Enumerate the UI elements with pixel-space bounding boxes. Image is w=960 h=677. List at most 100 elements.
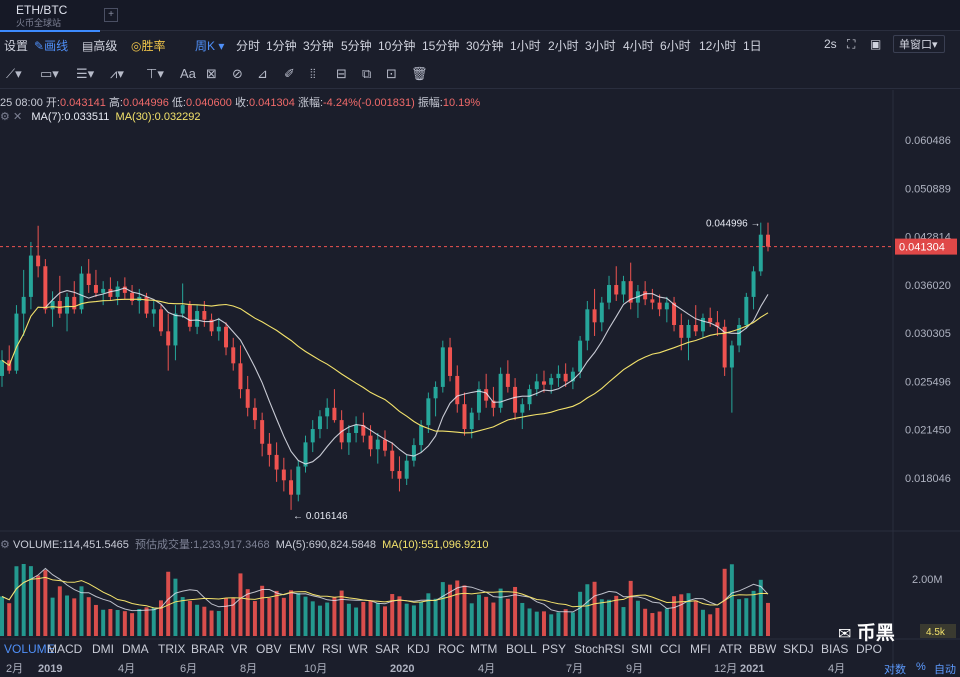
- indicator-emv[interactable]: EMV: [289, 642, 316, 656]
- close-icon[interactable]: ✕: [12, 111, 23, 123]
- indicator-skdj[interactable]: SKDJ: [783, 642, 814, 656]
- period-select[interactable]: 周K ▾: [195, 37, 224, 54]
- candle-body: [744, 296, 749, 325]
- indicator-rsi[interactable]: RSI: [322, 642, 343, 656]
- indicator-trix[interactable]: TRIX: [158, 642, 186, 656]
- volume-bar: [361, 601, 366, 636]
- settings-icon[interactable]: ⚙: [0, 539, 10, 551]
- candle-body: [86, 273, 91, 286]
- volume-bar: [72, 598, 77, 636]
- magnet-icon[interactable]: ⊘: [232, 66, 243, 81]
- ruler-icon[interactable]: ⊿: [257, 66, 268, 81]
- brush-icon[interactable]: ✐: [284, 66, 295, 81]
- indicator-mfi[interactable]: MFI: [690, 642, 711, 656]
- screenshot-icon[interactable]: ▣: [870, 37, 882, 51]
- auto-scale-button[interactable]: 自动: [934, 664, 956, 676]
- indicator-kdj[interactable]: KDJ: [407, 642, 430, 656]
- hline-icon[interactable]: ☰▾: [76, 66, 95, 81]
- indicator-obv[interactable]: OBV: [256, 642, 282, 656]
- lock-icon[interactable]: ⊟: [336, 66, 347, 81]
- interval-13[interactable]: 1日: [743, 39, 762, 53]
- indicator-dpo[interactable]: DPO: [856, 642, 883, 656]
- indicator-brar[interactable]: BRAR: [191, 642, 225, 656]
- candle-body: [621, 281, 626, 295]
- interval-0[interactable]: 分时: [236, 39, 261, 53]
- rect-icon[interactable]: ▭▾: [40, 66, 59, 81]
- candle-body: [231, 347, 236, 364]
- fib-icon[interactable]: ⊠: [206, 66, 217, 81]
- interval-2[interactable]: 3分钟: [303, 39, 334, 53]
- indicator-bias[interactable]: BIAS: [821, 642, 849, 656]
- indicator-stochrsi[interactable]: StochRSI: [574, 642, 625, 656]
- text-icon[interactable]: Aa: [180, 66, 196, 81]
- volume-bar: [766, 602, 770, 636]
- interval-10[interactable]: 4小时: [623, 39, 654, 53]
- trash-icon[interactable]: 🗑: [411, 66, 428, 81]
- refresh-rate[interactable]: 2s: [824, 37, 837, 51]
- template-icon[interactable]: ⊡: [386, 66, 397, 81]
- candle-body: [563, 373, 568, 382]
- indicator-macd[interactable]: MACD: [47, 642, 83, 656]
- interval-11[interactable]: 6小时: [660, 39, 691, 53]
- interval-5[interactable]: 15分钟: [422, 39, 460, 53]
- indicator-sar[interactable]: SAR: [375, 642, 400, 656]
- volume-bar: [296, 593, 301, 636]
- indicator-mtm[interactable]: MTM: [470, 642, 498, 656]
- draw-button[interactable]: ✎画线: [34, 37, 68, 54]
- settings-button[interactable]: 设置: [4, 39, 29, 53]
- candle-body: [679, 324, 684, 338]
- trendline-icon[interactable]: ⟋▾: [6, 66, 22, 81]
- fullscreen-icon[interactable]: ⛶: [847, 37, 856, 51]
- indicator-bbw[interactable]: BBW: [749, 642, 777, 656]
- log-scale-button[interactable]: 对数: [884, 664, 906, 676]
- watermark: ✉ 币黑: [838, 618, 895, 645]
- drawing-toolbar: [0, 62, 960, 89]
- indicator-atr[interactable]: ATR: [719, 642, 743, 656]
- candle-body: [404, 460, 409, 479]
- volume-bar: [180, 597, 185, 636]
- measure-icon[interactable]: ⊤▾: [146, 66, 164, 81]
- candle-body: [383, 439, 387, 451]
- interval-1[interactable]: 1分钟: [266, 39, 297, 53]
- chevron-down-icon: ▾: [218, 39, 225, 53]
- winrate-button[interactable]: ◎胜率: [131, 37, 166, 54]
- indicator-psy[interactable]: PSY: [542, 642, 567, 656]
- interval-6[interactable]: 30分钟: [466, 39, 504, 53]
- tab-eth-btc[interactable]: ETH/BTC 火币全球站: [0, 0, 100, 32]
- interval-9[interactable]: 3小时: [585, 39, 616, 53]
- interval-8[interactable]: 2小时: [548, 39, 579, 53]
- bars-icon[interactable]: ⦙⦙: [310, 66, 316, 81]
- indicator-dma[interactable]: DMA: [122, 642, 149, 656]
- indicator-dmi[interactable]: DMI: [92, 642, 114, 656]
- candle-body: [224, 326, 229, 348]
- volume-bar: [158, 600, 163, 636]
- current-price-label: 0.041304: [899, 242, 945, 254]
- candle-body: [245, 389, 250, 408]
- indicator-boll[interactable]: BOLL: [506, 642, 537, 656]
- window-select[interactable]: 单窗口▾: [893, 35, 945, 53]
- indicator-smi[interactable]: SMI: [631, 642, 653, 656]
- candle-body: [729, 345, 734, 368]
- indicator-cci[interactable]: CCI: [660, 642, 681, 656]
- interval-3[interactable]: 5分钟: [341, 39, 372, 53]
- volume-bar: [693, 600, 698, 636]
- settings-icon[interactable]: ⚙: [0, 111, 10, 123]
- volume-bar: [43, 570, 48, 636]
- plus-icon[interactable]: +: [104, 8, 118, 22]
- candle-body: [101, 288, 106, 293]
- wave-icon[interactable]: ⩘▾: [110, 66, 124, 81]
- candle-body: [419, 425, 424, 446]
- interval-7[interactable]: 1小时: [510, 39, 541, 53]
- interval-4[interactable]: 10分钟: [378, 39, 416, 53]
- indicator-volume[interactable]: VOLUME: [4, 642, 55, 656]
- indicator-vr[interactable]: VR: [231, 642, 248, 656]
- indicator-roc[interactable]: ROC: [438, 642, 465, 656]
- candle-body: [195, 311, 200, 327]
- percent-scale-button[interactable]: %: [916, 661, 926, 673]
- volume-bar: [137, 609, 142, 636]
- copy-icon[interactable]: ⧉: [362, 66, 372, 81]
- indicator-wr[interactable]: WR: [348, 642, 368, 656]
- interval-12[interactable]: 12小时: [699, 39, 737, 53]
- advanced-button[interactable]: ▤高级: [82, 37, 117, 54]
